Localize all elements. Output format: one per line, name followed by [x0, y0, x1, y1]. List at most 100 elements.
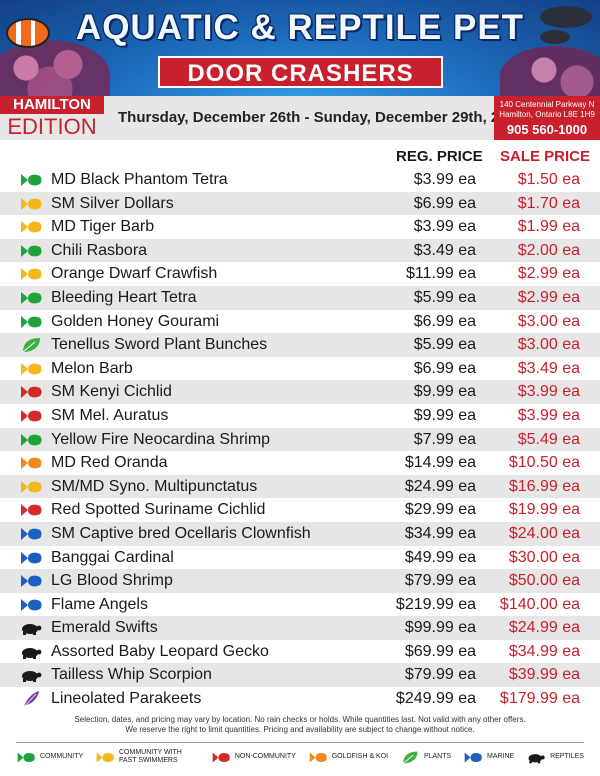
legend-label: COMMUNITY	[40, 753, 84, 760]
reptile-turtle-icon	[20, 619, 42, 637]
clownfish-image	[6, 18, 50, 48]
product-name: Emerald Swifts	[51, 619, 158, 637]
product-name: Tailless Whip Scorpion	[51, 666, 212, 684]
regular-price-header: REG. PRICE	[396, 148, 483, 165]
sale-price: $30.00 ea	[508, 548, 580, 566]
store-address-line2: Hamilton, Ontario L8E 1H9	[499, 110, 595, 119]
product-name: Chili Rasbora	[51, 241, 148, 259]
sale-price: $3.00 ea	[517, 336, 580, 354]
non-community-fish-icon	[20, 501, 42, 519]
header-banner: AQUATIC & REPTILE PET DOOR CRASHERS	[0, 0, 600, 96]
product-row: SM Silver Dollars $6.99 ea $1.70 ea	[0, 191, 600, 216]
product-row: Chili Rasbora $3.49 ea $2.00 ea	[0, 238, 600, 263]
door-crashers-banner: DOOR CRASHERS	[158, 56, 443, 88]
sale-price: $3.00 ea	[517, 312, 580, 330]
sale-price: $179.99 ea	[499, 690, 580, 708]
plant-leaf-icon	[400, 750, 424, 765]
community-fish-icon	[20, 313, 42, 331]
reptile-turtle-icon	[20, 666, 42, 684]
sale-price: $24.00 ea	[508, 524, 580, 542]
product-name: SM Captive bred Ocellaris Clownfish	[51, 524, 311, 542]
legend-label: PLANTS	[423, 753, 452, 760]
regular-price: $219.99 ea	[395, 595, 476, 613]
edition-city: HAMILTON	[0, 96, 104, 114]
regular-price: $11.99 ea	[406, 265, 476, 283]
product-name: Assorted Baby Leopard Gecko	[51, 642, 269, 660]
regular-price: $79.99 ea	[404, 666, 476, 684]
product-row: Red Spotted Suriname Cichlid $29.99 ea $19…	[0, 498, 600, 522]
plant-leaf-icon	[20, 336, 42, 354]
regular-price: $5.99 ea	[413, 336, 476, 354]
sale-price: $140.00 ea	[499, 595, 580, 613]
bird-feather-icon	[20, 690, 42, 708]
product-row: SM Captive bred Ocellaris Clownfish $34.9…	[0, 521, 600, 546]
legend-item: COMMUNITY	[16, 750, 83, 765]
legend-item: REPTILES	[526, 750, 584, 765]
regular-price: $249.99 ea	[395, 690, 476, 708]
sale-price: $1.50 ea	[517, 171, 580, 188]
non-community-fish-icon	[20, 383, 42, 401]
fast-swimmer-fish-icon	[20, 360, 42, 378]
store-phone: 905 560-1000	[506, 122, 588, 137]
regular-price: $3.99 ea	[413, 171, 476, 188]
sale-price: $10.50 ea	[508, 454, 580, 472]
marine-fish-icon	[20, 596, 42, 614]
sale-price: $3.99 ea	[517, 383, 580, 401]
product-row: Emerald Swifts $99.99 ea $24.99 ea	[0, 616, 600, 640]
regular-price: $79.99 ea	[404, 572, 476, 590]
sale-price-header: SALE PRICE	[500, 148, 591, 165]
product-row: Melon Barb $6.99 ea $3.49 ea	[0, 357, 600, 381]
community-fish-icon	[16, 750, 40, 765]
edition-badge: HAMILTON EDITION	[0, 96, 104, 140]
legend-label: COMMUNITY WITH FAST SWIMMERS	[119, 749, 182, 764]
community-fish-icon	[20, 289, 42, 307]
product-name: Melon Barb	[51, 359, 133, 377]
sale-price: $16.99 ea	[508, 477, 580, 495]
reptile-turtle-icon	[20, 643, 42, 661]
product-row: Tailless Whip Scorpion $79.99 ea $39.99 ea	[0, 663, 600, 688]
product-row: MD Black Phantom Tetra $3.99 ea $1.50 ea	[0, 168, 600, 192]
product-name: Orange Dwarf Crawfish	[51, 265, 218, 283]
regular-price: $7.99 ea	[413, 430, 476, 448]
store-address-line1: 140 Centennial Parkway N	[499, 100, 595, 109]
product-row: SM Kenyi Cichlid $9.99 ea $3.99 ea	[0, 380, 600, 404]
legend-item: COMMUNITY WITH FAST SWIMMERS	[95, 749, 199, 765]
regular-price: $6.99 ea	[413, 194, 476, 212]
legend-label: GOLDFISH & KOI	[331, 753, 389, 760]
legend-item: PLANTS	[400, 750, 451, 765]
icon-legend: COMMUNITY COMMUNITY WITH FAST SWIMMERS NON…	[16, 742, 584, 771]
product-row: MD Red Oranda $14.99 ea $10.50 ea	[0, 451, 600, 475]
legend-label: NON-COMMUNITY	[234, 753, 296, 760]
coral-reef-left	[0, 40, 110, 96]
regular-price: $49.99 ea	[404, 548, 476, 566]
regular-price: $9.99 ea	[413, 406, 476, 424]
sale-price: $2.99 ea	[517, 265, 580, 283]
coral-reef-right	[500, 46, 600, 96]
reptile-turtle-icon	[526, 750, 550, 765]
community-fish-icon	[20, 242, 42, 260]
regular-price: $6.99 ea	[413, 312, 476, 330]
product-row: MD Tiger Barb $3.99 ea $1.99 ea	[0, 215, 600, 239]
marine-fish-icon	[463, 750, 487, 765]
product-name: Bleeding Heart Tetra	[51, 288, 197, 306]
product-row: SM Mel. Auratus $9.99 ea $3.99 ea	[0, 404, 600, 428]
regular-price: $24.99 ea	[404, 477, 476, 495]
regular-price: $99.99 ea	[404, 619, 476, 637]
sale-price: $19.99 ea	[508, 501, 580, 519]
store-info: 140 Centennial Parkway N Hamilton, Ontar…	[494, 96, 600, 140]
sale-price: $5.49 ea	[517, 430, 580, 448]
product-name: Golden Honey Gourami	[51, 312, 220, 330]
disclaimer-line2: We reserve the right to limit quantities…	[125, 725, 475, 734]
edition-label: EDITION	[7, 114, 97, 139]
product-name: Flame Angels	[51, 595, 148, 613]
product-name: SM Mel. Auratus	[51, 406, 169, 424]
community-fish-icon	[20, 171, 42, 189]
product-row: Banggai Cardinal $49.99 ea $30.00 ea	[0, 546, 600, 570]
marine-fish-icon	[20, 549, 42, 567]
product-name: MD Red Oranda	[51, 454, 168, 472]
product-row: Lineolated Parakeets $249.99 ea $179.99 ea	[0, 687, 600, 711]
fast-swimmer-fish-icon	[95, 750, 119, 765]
regular-price: $3.99 ea	[413, 218, 476, 236]
product-row: Orange Dwarf Crawfish $11.99 ea $2.99 ea	[0, 262, 600, 286]
community-fish-icon	[20, 431, 42, 449]
